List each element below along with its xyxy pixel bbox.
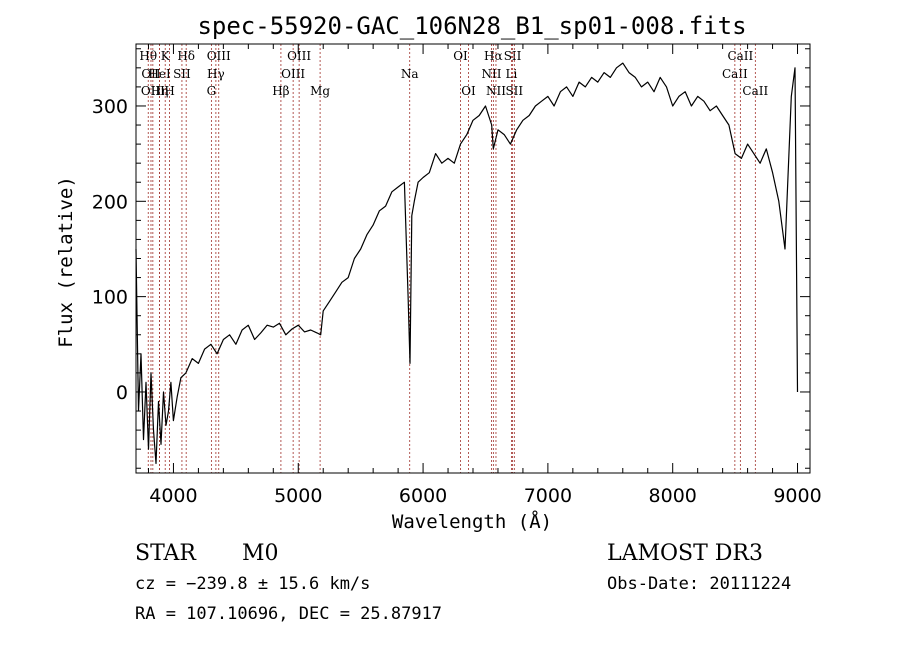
coordinates: RA = 107.10696, DEC = 25.87917 (135, 604, 442, 624)
line-label-18: OI (461, 84, 476, 98)
series-line-flux (135, 62, 799, 465)
observation-date: Obs-Date: 20111224 (607, 574, 791, 594)
y-tick-label-1: 100 (92, 287, 128, 309)
line-label-16: Na (401, 67, 419, 81)
line-label-23: SII (504, 49, 522, 63)
line-label-10: Hγ (207, 67, 225, 81)
line-label-22: Li (506, 67, 518, 81)
survey-name: LAMOST DR3 (607, 541, 763, 566)
line-label-25: CaII (722, 67, 748, 81)
line-label-0: Hθ (139, 49, 157, 63)
line-label-14: OIII (287, 49, 311, 63)
line-label-9: G (207, 84, 217, 98)
line-label-5: K (161, 49, 171, 63)
line-label-24: SII (505, 84, 523, 98)
line-label-4: Hη (151, 84, 169, 98)
x-tick-label-5: 9000 (773, 485, 821, 507)
y-tick-label-2: 200 (92, 191, 128, 213)
line-label-26: CaII (727, 49, 753, 63)
object-class: STAR (135, 541, 197, 566)
chart-title: spec-55920-GAC_106N28_B1_sp01-008.fits (197, 12, 746, 40)
line-label-11: OIII (207, 49, 231, 63)
line-label-27: CaII (742, 84, 768, 98)
y-tick-label-0: 0 (116, 382, 128, 404)
y-axis-label: Flux (relative) (55, 176, 77, 348)
line-label-12: Hβ (272, 84, 289, 98)
line-label-7: SII (173, 67, 191, 81)
x-tick-label-2: 6000 (399, 485, 447, 507)
object-subclass: M0 (242, 541, 279, 566)
line-label-1: OII (141, 67, 161, 81)
x-tick-label-1: 5000 (274, 485, 322, 507)
line-label-19: NII (481, 67, 501, 81)
spectrum-series (135, 62, 799, 465)
line-label-8: Hδ (177, 49, 195, 63)
spectral-line-markers: HθOIIOIIIHeIHηKHSIIHδGHγOIIIHβOIIIOIIIMg… (139, 44, 768, 473)
redshift-cz: cz = −239.8 ± 15.6 km/s (135, 574, 370, 594)
x-axis-label: Wavelength (Å) (392, 510, 552, 533)
x-tick-label-0: 4000 (149, 485, 197, 507)
line-label-6: H (164, 84, 174, 98)
line-label-17: OI (453, 49, 468, 63)
line-label-13: OIII (281, 67, 305, 81)
y-tick-label-3: 300 (92, 96, 128, 118)
axis-ticks: 4000 5000 6000 7000 8000 9000 0 100 200 300 (92, 44, 822, 507)
line-label-20: Hα (484, 49, 503, 63)
x-tick-label-4: 8000 (649, 485, 697, 507)
line-label-15: Mg (310, 84, 330, 98)
x-tick-label-3: 7000 (524, 485, 572, 507)
line-label-2: OIII (141, 84, 165, 98)
line-label-21: NII (486, 84, 506, 98)
